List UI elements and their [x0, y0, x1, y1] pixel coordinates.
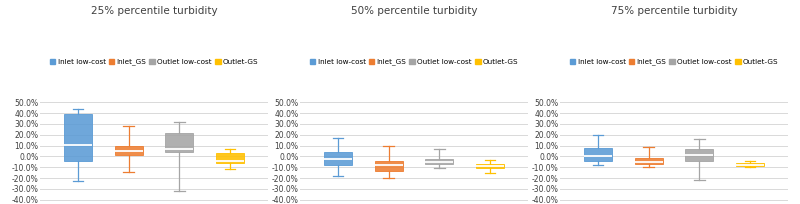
Bar — [686, 149, 714, 161]
Bar — [374, 161, 402, 171]
Legend: Inlet low-cost, Inlet_GS, Outlet low-cost, Outlet-GS: Inlet low-cost, Inlet_GS, Outlet low-cos… — [569, 58, 779, 66]
Bar — [324, 152, 352, 165]
Bar — [114, 146, 142, 155]
Text: 50% percentile turbidity: 50% percentile turbidity — [350, 6, 478, 16]
Text: 75% percentile turbidity: 75% percentile turbidity — [610, 6, 738, 16]
Bar — [426, 159, 454, 164]
Bar — [166, 133, 194, 152]
Bar — [476, 164, 504, 168]
Text: 25% percentile turbidity: 25% percentile turbidity — [90, 6, 218, 16]
Bar — [736, 163, 764, 166]
Bar — [584, 148, 612, 161]
Legend: Inlet low-cost, Inlet_GS, Outlet low-cost, Outlet-GS: Inlet low-cost, Inlet_GS, Outlet low-cos… — [309, 58, 519, 66]
Bar — [216, 153, 244, 163]
Bar — [634, 157, 662, 164]
Legend: Inlet low-cost, Inlet_GS, Outlet low-cost, Outlet-GS: Inlet low-cost, Inlet_GS, Outlet low-cos… — [49, 58, 259, 66]
Bar — [64, 114, 92, 161]
